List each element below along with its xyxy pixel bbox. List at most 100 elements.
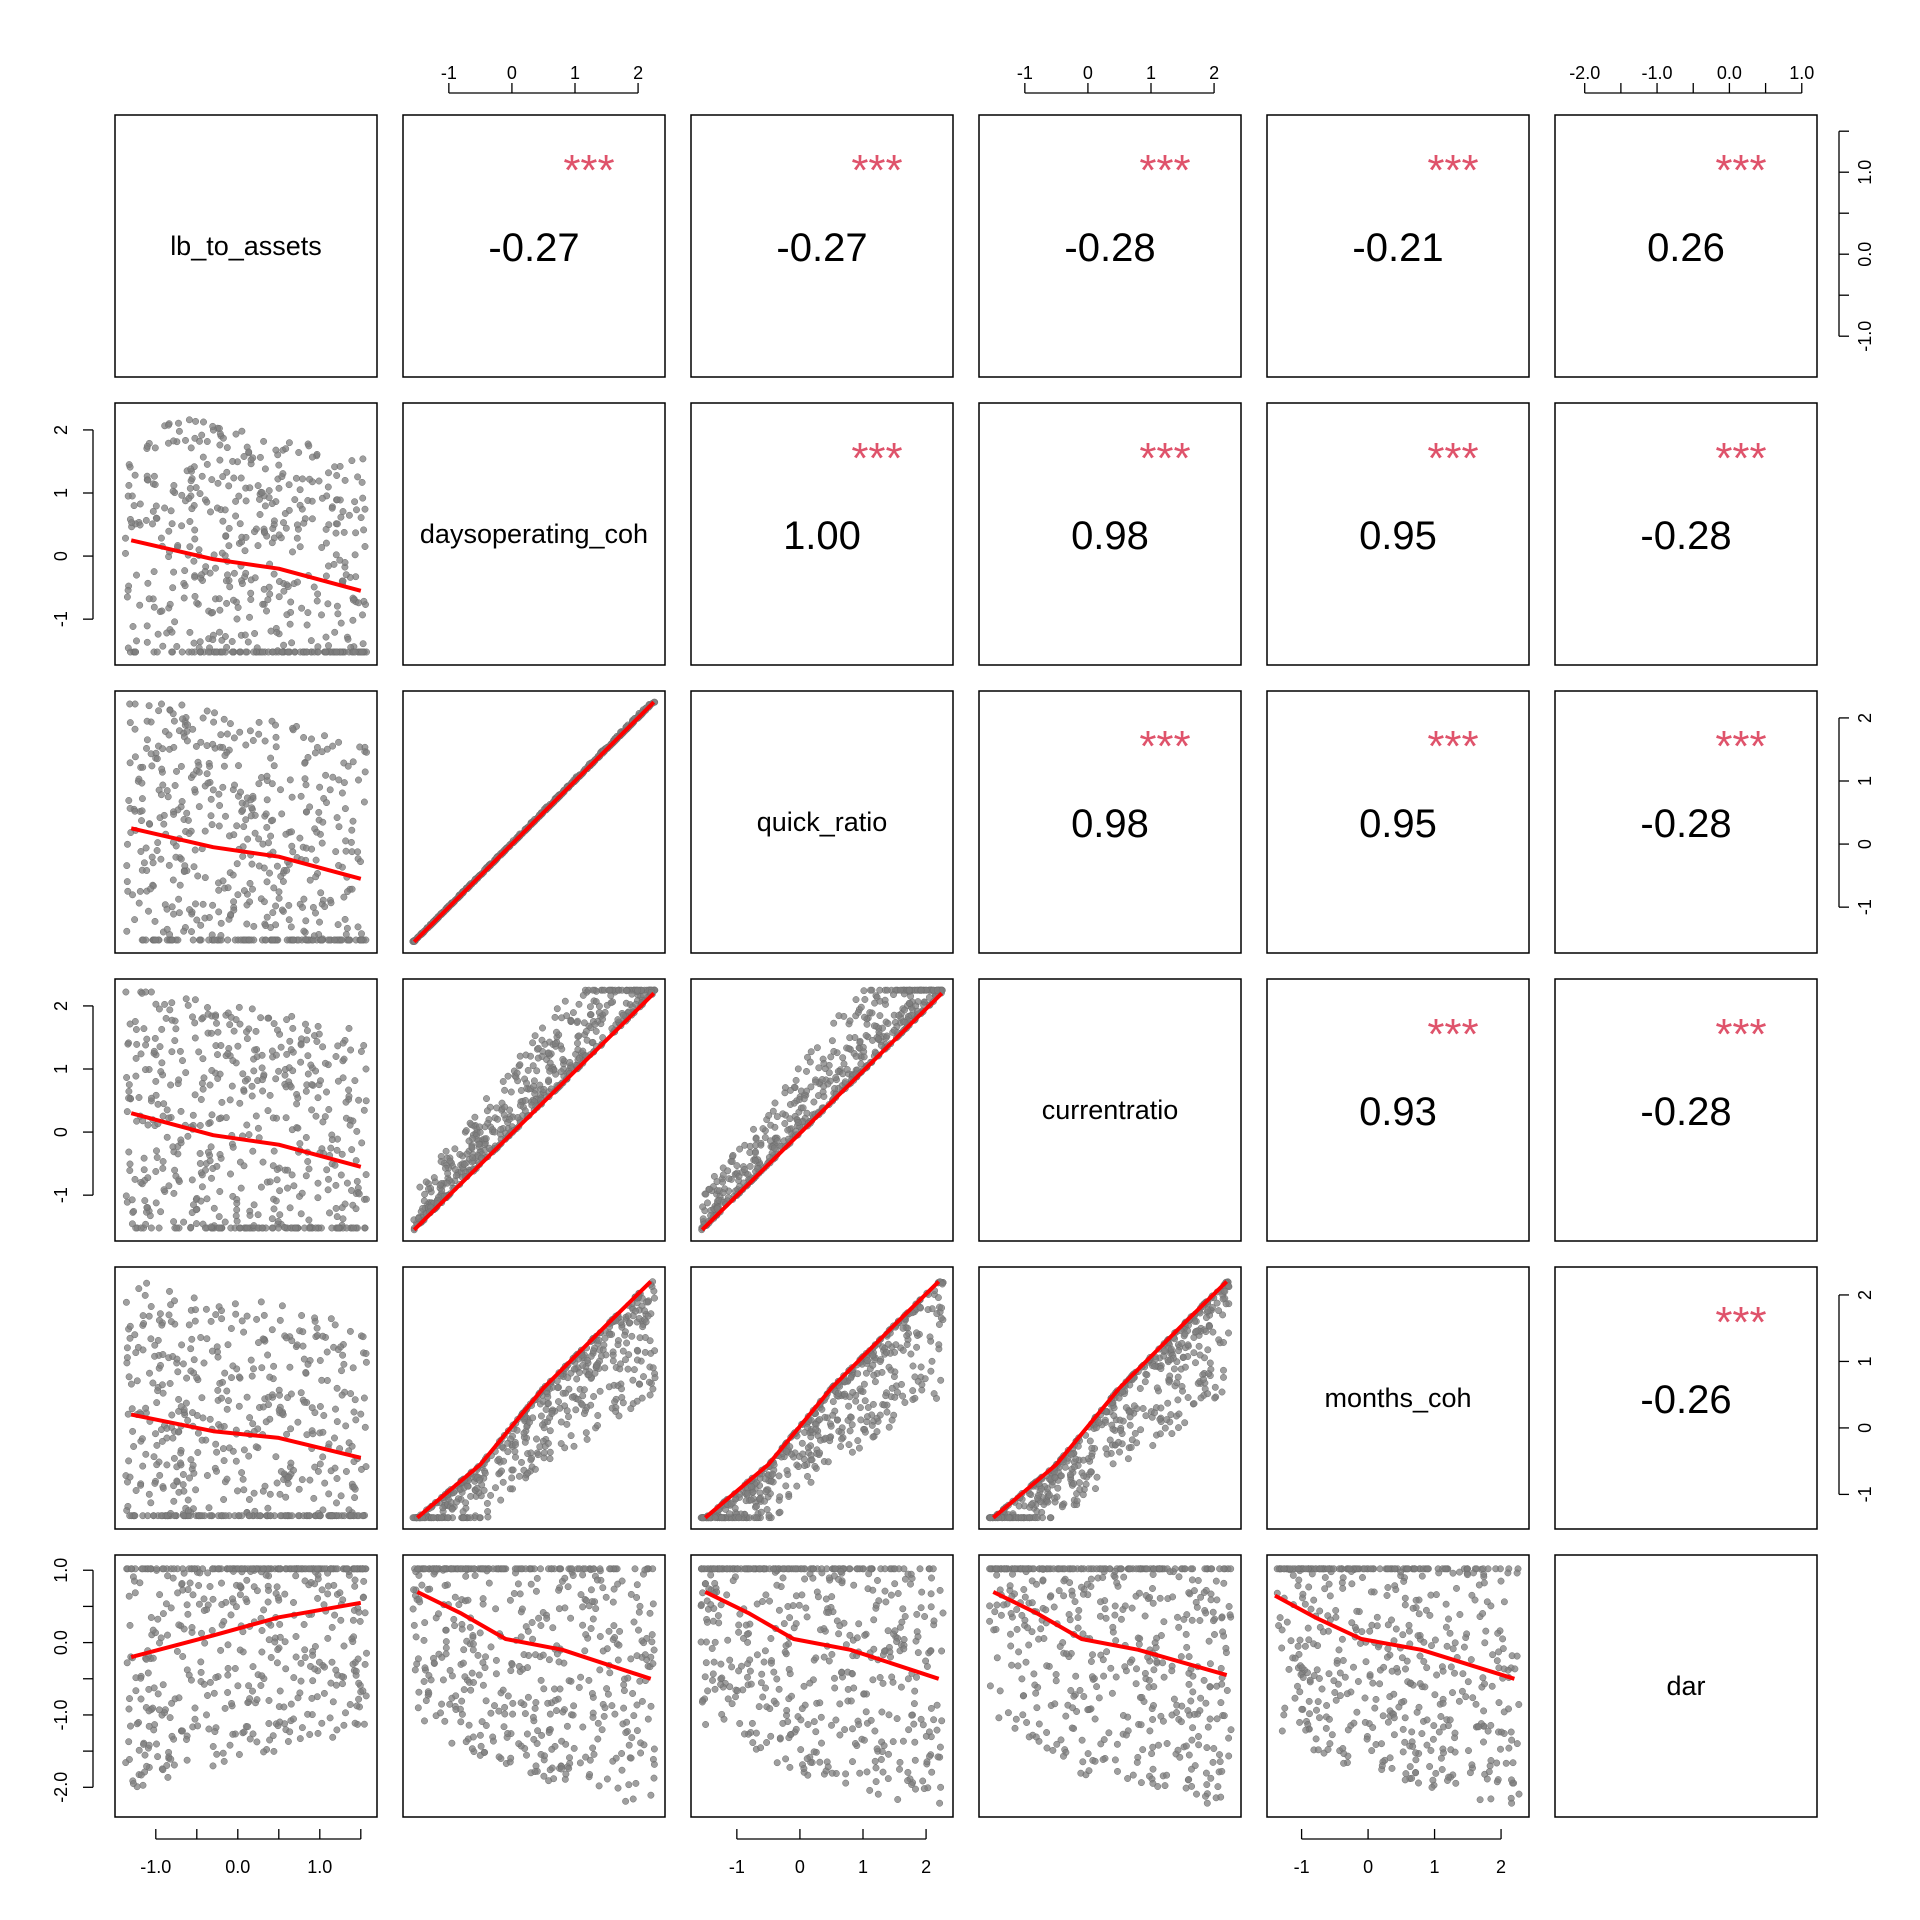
- scatter-points: [122, 988, 370, 1232]
- data-point: [343, 1179, 351, 1187]
- data-point: [317, 889, 325, 897]
- data-point: [351, 1396, 359, 1404]
- data-point: [821, 1434, 829, 1442]
- data-point: [469, 1154, 477, 1162]
- data-point: [260, 864, 268, 872]
- data-point: [266, 1091, 274, 1099]
- data-point: [302, 1172, 310, 1180]
- data-point: [165, 1311, 173, 1319]
- data-point: [546, 1448, 554, 1456]
- data-point: [308, 453, 316, 461]
- data-point: [193, 1374, 201, 1382]
- data-point: [333, 1213, 341, 1221]
- data-point: [203, 1335, 211, 1343]
- data-point: [324, 1186, 332, 1194]
- data-point: [153, 1147, 160, 1155]
- data-point: [260, 1311, 268, 1319]
- data-point: [159, 642, 167, 650]
- data-point: [345, 511, 353, 519]
- data-point: [484, 1508, 492, 1515]
- data-point: [170, 743, 178, 751]
- data-point: [250, 1365, 257, 1373]
- data-point: [905, 999, 913, 1007]
- data-point: [883, 1348, 890, 1356]
- data-point: [140, 1154, 148, 1162]
- data-point: [240, 1486, 248, 1494]
- data-point: [128, 1405, 136, 1413]
- data-point: [124, 492, 132, 500]
- data-point: [318, 839, 326, 847]
- data-point: [179, 715, 186, 723]
- data-point: [633, 1356, 641, 1364]
- data-point: [859, 1043, 867, 1051]
- data-point: [243, 794, 251, 802]
- data-point: [220, 762, 228, 770]
- data-point: [349, 1364, 357, 1372]
- panel-1-0: [114, 402, 378, 666]
- data-point: [263, 532, 271, 540]
- data-point: [304, 497, 312, 504]
- data-point: [233, 1199, 241, 1207]
- data-point: [828, 1037, 836, 1045]
- data-point: [494, 1115, 501, 1123]
- data-point: [765, 1112, 773, 1119]
- data-point: [892, 1341, 900, 1349]
- data-point: [297, 1041, 305, 1049]
- data-point: [249, 737, 257, 744]
- data-point: [168, 1016, 176, 1024]
- data-point: [158, 607, 166, 615]
- data-point: [899, 1392, 907, 1400]
- data-point: [736, 1145, 744, 1153]
- data-point: [284, 583, 292, 591]
- data-point: [425, 1185, 432, 1193]
- data-point: [362, 1195, 370, 1203]
- data-point: [466, 1119, 474, 1127]
- data-point: [169, 1143, 177, 1151]
- data-point: [138, 989, 146, 997]
- data-point: [827, 1422, 835, 1430]
- data-point: [268, 1326, 276, 1334]
- data-point: [251, 528, 258, 536]
- data-point: [152, 1168, 160, 1175]
- data-point: [325, 642, 332, 650]
- data-point: [275, 1067, 283, 1075]
- data-point: [583, 1356, 591, 1364]
- data-point: [145, 907, 152, 915]
- data-point: [269, 936, 277, 944]
- data-point: [258, 489, 266, 497]
- data-point: [243, 1121, 251, 1129]
- data-point: [167, 1318, 175, 1326]
- data-point: [878, 1368, 886, 1376]
- data-point: [295, 1485, 303, 1493]
- data-point: [201, 874, 209, 882]
- data-point: [848, 1448, 856, 1456]
- data-point: [866, 1009, 874, 1017]
- data-point: [207, 795, 215, 803]
- data-point: [159, 1484, 167, 1492]
- data-point: [163, 905, 171, 913]
- data-point: [171, 618, 179, 626]
- data-point: [453, 1498, 461, 1506]
- data-point: [128, 1220, 136, 1228]
- data-point: [192, 1306, 199, 1314]
- data-point: [251, 630, 259, 637]
- data-point: [587, 1401, 595, 1409]
- data-point: [1051, 1498, 1059, 1506]
- data-point: [463, 1150, 471, 1158]
- data-point: [282, 1334, 290, 1342]
- data-point: [166, 1006, 174, 1014]
- data-point: [228, 638, 236, 645]
- data-point: [860, 1380, 868, 1388]
- data-point: [157, 1512, 165, 1520]
- data-point: [165, 1114, 173, 1122]
- data-point: [314, 648, 322, 656]
- data-point: [290, 936, 297, 944]
- data-point: [243, 1035, 251, 1043]
- significance-stars: ***: [1427, 722, 1478, 771]
- data-point: [127, 1380, 135, 1388]
- data-point: [157, 791, 165, 799]
- data-point: [762, 1488, 770, 1496]
- data-point: [606, 986, 614, 994]
- data-point: [516, 1061, 524, 1069]
- data-point: [186, 628, 194, 636]
